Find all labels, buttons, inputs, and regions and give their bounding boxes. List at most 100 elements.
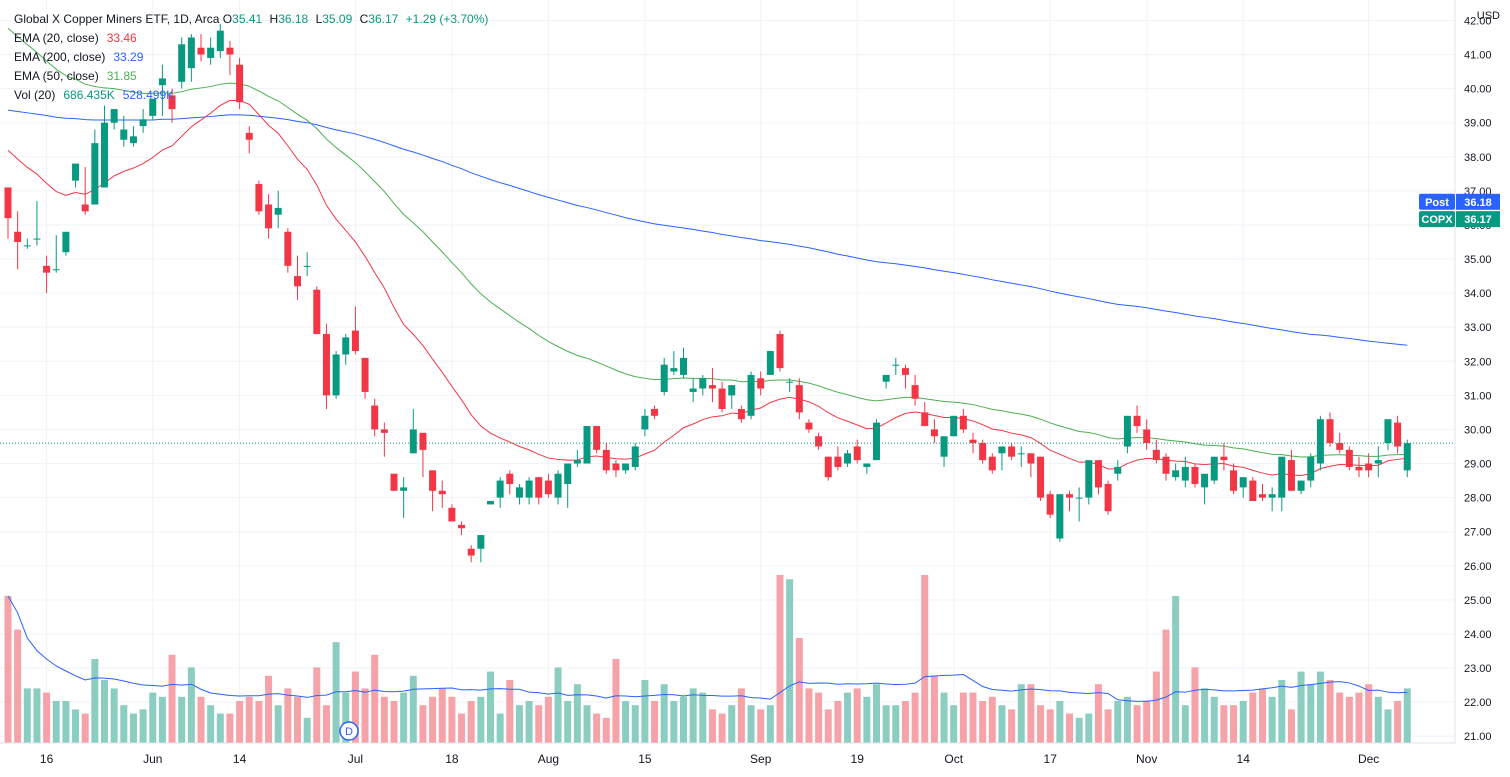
candle-body	[1152, 449, 1160, 461]
candle-body	[689, 388, 697, 392]
volume-bar	[467, 701, 475, 743]
candle	[1239, 477, 1247, 498]
volume-bar	[361, 688, 369, 743]
volume-bar	[81, 713, 89, 743]
candle-body	[1046, 494, 1054, 515]
time-tick-label: Oct	[944, 752, 963, 766]
candle-body	[342, 337, 350, 355]
candle-body	[438, 490, 446, 495]
open-value: 35.41	[232, 12, 263, 26]
candle	[834, 446, 842, 471]
candle-body	[728, 385, 736, 396]
candle	[149, 98, 157, 120]
time-tick-label: Jun	[143, 752, 162, 766]
volume-bar	[1201, 688, 1209, 743]
candle	[429, 470, 437, 512]
volume-bar	[110, 688, 118, 743]
candle	[641, 408, 649, 437]
candle	[1085, 460, 1093, 505]
candle-body	[892, 364, 900, 366]
candle	[776, 330, 784, 372]
candle-body	[1181, 466, 1189, 481]
legend-volume[interactable]: Vol (20) 686.435K 528.499K	[14, 86, 492, 105]
candle-body	[776, 334, 784, 369]
candle	[564, 463, 572, 508]
candle	[207, 37, 215, 65]
candle	[689, 378, 697, 403]
candle	[1220, 443, 1228, 471]
candle	[101, 105, 108, 188]
volume-bar	[535, 705, 543, 743]
candle-body	[284, 231, 292, 266]
candle	[718, 381, 726, 413]
legend-ema50[interactable]: EMA (50, close) 31.85	[14, 67, 492, 86]
symbol-interval: 1D	[173, 12, 189, 26]
candle	[737, 405, 745, 423]
volume-bar	[853, 688, 861, 743]
volume-bar	[178, 696, 186, 743]
candle-body	[72, 163, 80, 181]
legend-ema20[interactable]: EMA (20, close) 33.46	[14, 29, 492, 48]
candle-body	[853, 446, 861, 461]
volume-bar	[120, 705, 128, 743]
candle-body	[313, 289, 321, 335]
volume-bar	[149, 692, 157, 743]
volume-bar	[487, 671, 494, 743]
volume-bar	[1365, 684, 1373, 743]
candle-body	[226, 47, 234, 55]
candle-body	[14, 231, 22, 242]
candle-body	[1345, 449, 1353, 467]
candle	[1027, 453, 1035, 478]
price-tick-label: 35.00	[1464, 254, 1492, 266]
ema200-line	[7, 109, 1408, 346]
dividend-circle	[339, 721, 359, 741]
candle-body	[622, 463, 630, 471]
volume-bar	[573, 684, 581, 743]
candle	[332, 351, 340, 399]
candle	[1403, 439, 1411, 478]
candle	[882, 374, 890, 389]
volume-bar	[882, 705, 890, 743]
legend-ema200[interactable]: EMA (200, close) 33.29	[14, 48, 492, 67]
volume-bar	[1297, 671, 1305, 743]
post-price-tag-value-bg	[1456, 193, 1500, 210]
candle-body	[554, 473, 562, 498]
candle	[1046, 490, 1054, 519]
candle	[873, 419, 880, 461]
volume-bar	[747, 705, 755, 743]
candle-body	[1326, 419, 1334, 444]
volume-bar	[380, 696, 388, 743]
candle	[1133, 405, 1141, 433]
candle-body	[1336, 443, 1344, 450]
volume-bar	[419, 705, 427, 743]
time-tick-label: 17	[1044, 752, 1058, 766]
candle-body	[988, 456, 996, 471]
candle-body	[824, 456, 832, 478]
candle-body	[1239, 477, 1247, 488]
candle-body	[1355, 466, 1363, 471]
volume-bar	[1008, 709, 1016, 743]
candle	[901, 364, 909, 389]
candle	[487, 501, 494, 505]
ema20-value: 33.46	[106, 31, 137, 45]
volume-bar	[1249, 692, 1257, 743]
volume-bar	[776, 575, 784, 743]
candle	[110, 109, 118, 130]
candles	[4, 23, 1411, 563]
volume-bar	[1230, 705, 1238, 743]
candle	[1249, 477, 1257, 502]
candle	[921, 402, 929, 427]
candle-body	[1297, 480, 1305, 491]
candle-body	[564, 463, 572, 484]
volume-bar	[786, 579, 794, 743]
candle	[979, 439, 987, 464]
vol-ma-value: 528.499K	[122, 88, 175, 102]
candle-body	[1230, 470, 1238, 491]
candle-body	[718, 388, 726, 409]
volume-bar	[1307, 684, 1315, 743]
candle	[274, 190, 282, 229]
volume-bar	[1374, 696, 1382, 743]
candle-body	[1384, 419, 1392, 444]
